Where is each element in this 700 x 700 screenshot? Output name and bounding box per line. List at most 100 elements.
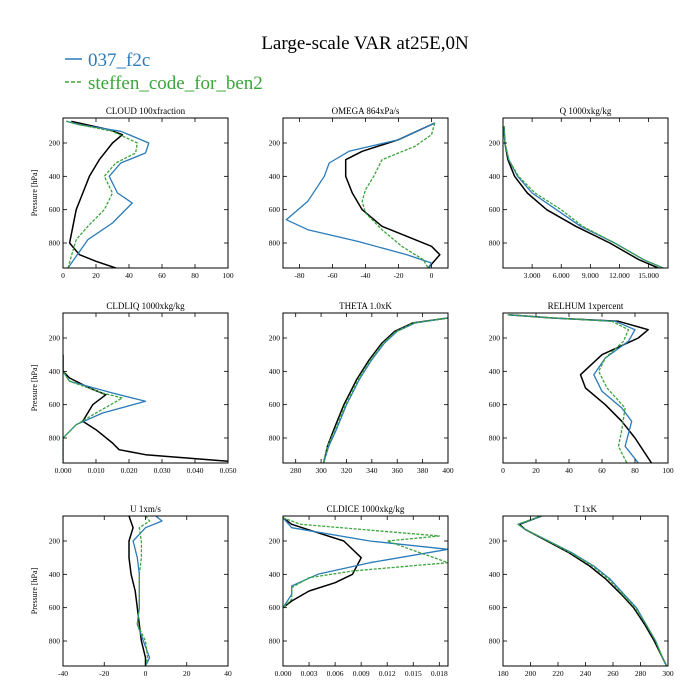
- series-line-series1: [283, 517, 448, 609]
- x-tick-label: -60: [328, 271, 338, 280]
- y-tick-label: 400: [269, 172, 281, 181]
- x-tick-label: 9.000: [582, 271, 599, 280]
- y-tick-label: 800: [49, 434, 61, 443]
- panel-title: RELHUM 1xpercent: [548, 301, 624, 311]
- y-tick-label: 600: [269, 603, 281, 612]
- series-line-series2: [66, 120, 138, 268]
- panel-title: CLOUD 100xfraction: [106, 106, 186, 116]
- x-tick-label: 0: [61, 271, 65, 280]
- panel-4: CLDLIQ 1000xkg/kg 200 400 600 800 0.000 0.010 0…: [30, 301, 237, 475]
- x-tick-label: 0.003: [301, 669, 318, 678]
- y-tick-label: 400: [49, 172, 61, 181]
- panel-2: OMEGA 864xPa/s 200 400 600 800 -80 -60 -40 -20 0: [269, 106, 449, 280]
- series-line-series1: [285, 122, 436, 268]
- x-tick-label: 400: [442, 466, 454, 475]
- x-tick-label: 40: [125, 271, 133, 280]
- x-tick-label: 380: [417, 466, 429, 475]
- y-tick-label: 200: [49, 334, 61, 343]
- y-axis-label: Pressure [hPa]: [30, 364, 39, 411]
- y-tick-label: 200: [489, 537, 501, 546]
- y-tick-label: 400: [49, 570, 61, 579]
- x-tick-label: 0.009: [353, 669, 370, 678]
- x-tick-label: -40: [58, 669, 68, 678]
- y-tick-label: 200: [269, 537, 281, 546]
- series-line-series2: [361, 122, 436, 268]
- x-tick-label: -20: [394, 271, 404, 280]
- series-line-series1: [517, 516, 668, 666]
- x-tick-label: 0.000: [55, 466, 72, 475]
- y-tick-label: 600: [49, 205, 61, 214]
- x-tick-label: 300: [662, 669, 674, 678]
- x-tick-label: 80: [631, 466, 639, 475]
- x-tick-label: 20: [183, 669, 191, 678]
- plot-frame: [62, 117, 229, 269]
- y-axis-label: Pressure [hPa]: [30, 169, 39, 216]
- y-tick-label: 800: [269, 434, 281, 443]
- x-tick-label: 0.012: [379, 669, 396, 678]
- panel-title: CLDLIQ 1000xkg/kg: [106, 301, 185, 311]
- y-tick-label: 600: [269, 205, 281, 214]
- series-line-reference: [63, 354, 228, 463]
- x-tick-label: 360: [392, 466, 404, 475]
- panel-6: RELHUM 1xpercent 200 400 600 800 0 20 40 60 80 100: [489, 301, 674, 475]
- x-tick-label: 200: [525, 669, 537, 678]
- series-line-series1: [132, 516, 163, 666]
- series-line-series2: [322, 317, 448, 463]
- panel-8: CLDICE 1000xkg/kg 200 400 600 800 0.000 0.003 0…: [269, 504, 449, 678]
- x-tick-label: 80: [191, 271, 199, 280]
- y-tick-label: 200: [269, 334, 281, 343]
- y-tick-label: 800: [49, 637, 61, 646]
- x-tick-label: 60: [158, 271, 166, 280]
- x-tick-label: 40: [565, 466, 573, 475]
- panel-7: U 1xm/s 200 400 600 800 -40 -20 0 20 40 Pressure […: [30, 504, 232, 678]
- y-tick-label: 600: [489, 205, 501, 214]
- panel-title: THETA 1.0xK: [339, 301, 392, 311]
- panel-5: THETA 1.0xK 200 400 600 800 280 300 320 340 360 38…: [269, 301, 454, 475]
- y-tick-label: 800: [489, 239, 501, 248]
- y-axis-label: Pressure [hPa]: [30, 567, 39, 614]
- series-line-series2: [517, 516, 668, 666]
- y-tick-label: 600: [49, 603, 61, 612]
- x-tick-label: 20: [92, 271, 100, 280]
- y-tick-label: 200: [49, 537, 61, 546]
- plot-frame: [502, 515, 669, 667]
- panel-9: T 1xK 200 400 600 800 180 200 220 240 260 280 300: [489, 504, 674, 678]
- series-line-reference: [68, 120, 124, 268]
- y-tick-label: 400: [269, 570, 281, 579]
- x-tick-label: 0: [430, 271, 434, 280]
- x-tick-label: 0: [501, 466, 505, 475]
- plot-frame: [282, 312, 449, 464]
- plot-frame: [62, 312, 229, 464]
- y-tick-label: 400: [489, 570, 501, 579]
- series-line-reference: [322, 317, 448, 463]
- y-tick-label: 200: [269, 139, 281, 148]
- y-tick-label: 800: [489, 434, 501, 443]
- y-tick-label: 600: [49, 400, 61, 409]
- series-line-series2: [507, 314, 630, 463]
- y-tick-label: 200: [489, 139, 501, 148]
- y-tick-label: 400: [269, 367, 281, 376]
- series-line-series2: [136, 516, 151, 666]
- x-tick-label: 0.015: [405, 669, 422, 678]
- x-tick-label: 260: [607, 669, 619, 678]
- x-tick-label: 3.000: [524, 271, 541, 280]
- figure-title: Large-scale VAR at25E,0N: [261, 33, 469, 54]
- x-tick-label: 100: [222, 271, 234, 280]
- x-tick-label: -20: [99, 669, 109, 678]
- x-tick-label: 180: [497, 669, 509, 678]
- x-tick-label: 40: [224, 669, 232, 678]
- panel-title: CLDICE 1000xkg/kg: [327, 504, 405, 514]
- series-line-reference: [128, 516, 147, 666]
- plot-frame: [282, 117, 449, 269]
- panel-title: Q 1000xkg/kg: [560, 106, 612, 116]
- x-tick-label: 0.030: [154, 466, 171, 475]
- series-line-reference: [344, 122, 441, 268]
- plot-frame: [282, 515, 449, 667]
- series-line-series1: [66, 120, 150, 268]
- series-line-series2: [283, 517, 448, 609]
- y-tick-label: 800: [489, 637, 501, 646]
- series-line-reference: [507, 313, 653, 463]
- y-tick-label: 600: [269, 400, 281, 409]
- y-tick-label: 800: [49, 239, 61, 248]
